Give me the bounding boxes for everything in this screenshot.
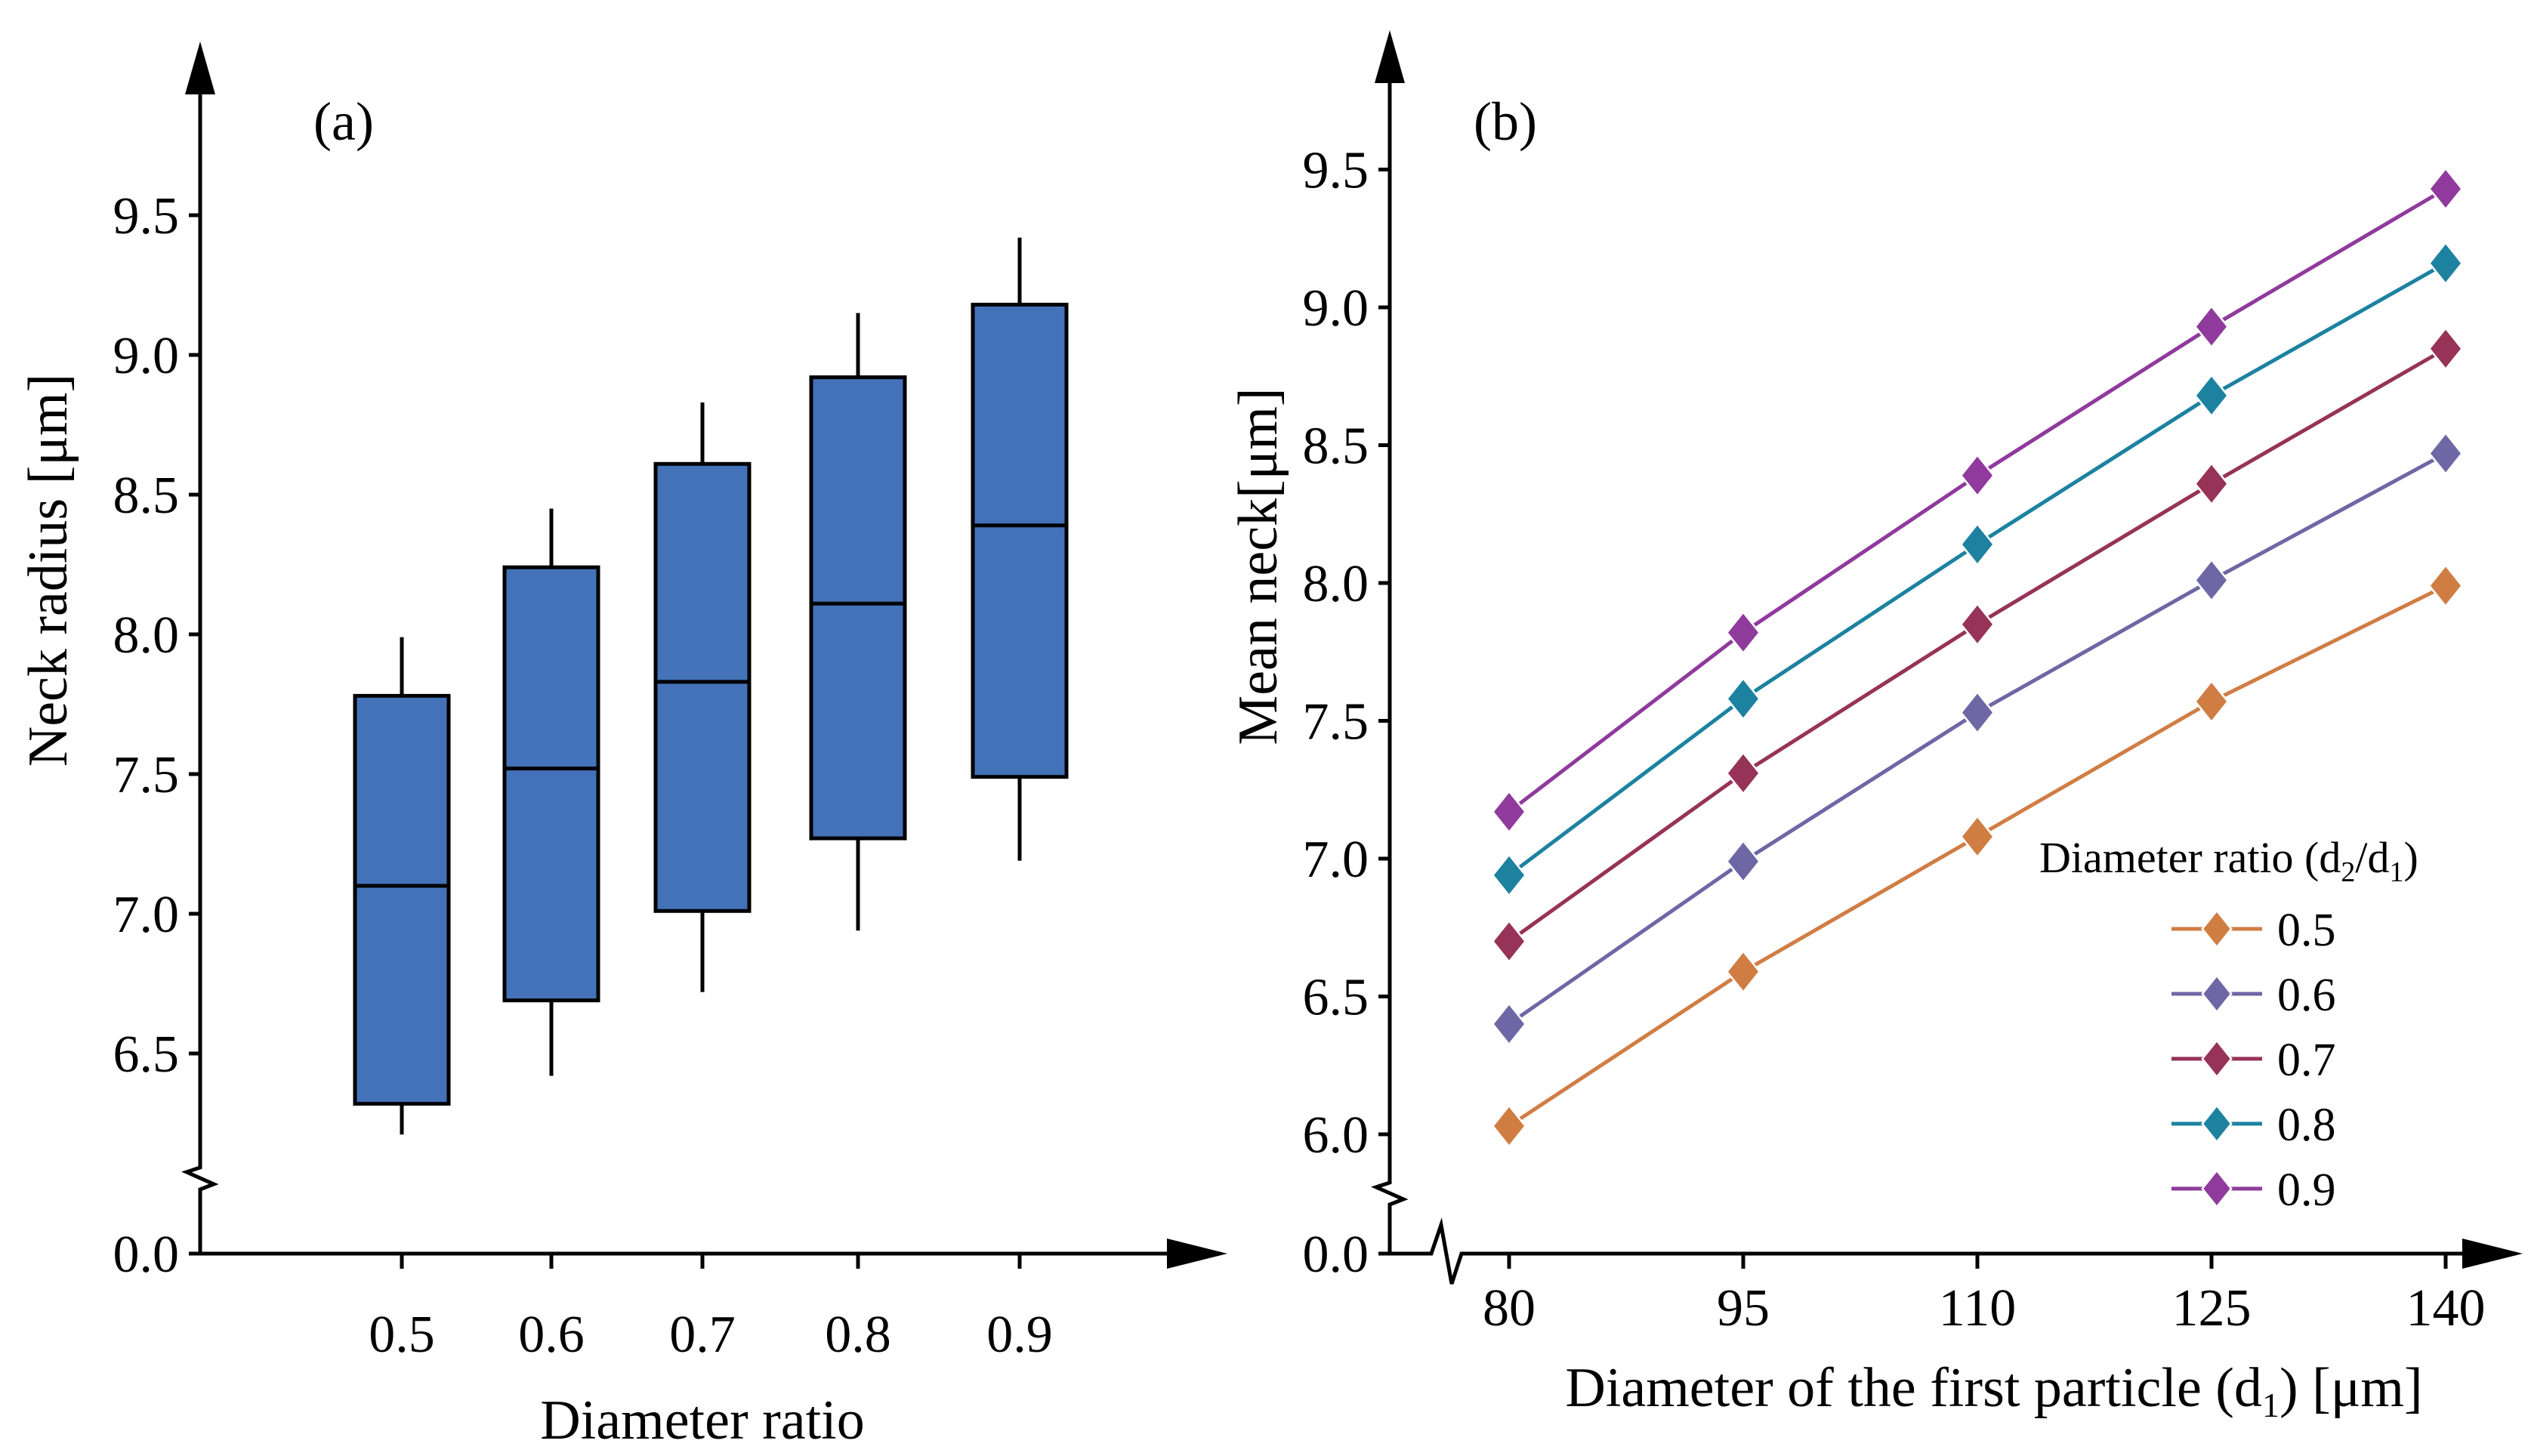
data-point-0.5 [1959,814,1995,859]
data-point-0.8 [1725,677,1761,721]
legend-marker-0.8 [2201,1103,2233,1144]
data-point-0.5 [1491,1104,1527,1149]
x-tick-label: 80 [1483,1279,1536,1337]
x-tick-label: 0.7 [669,1306,736,1364]
data-point-0.8 [1959,522,1995,566]
legend-title-sub: 1 [2390,856,2404,888]
legend-marker-0.9 [2201,1168,2233,1209]
data-point-0.9 [1959,453,1995,498]
data-point-0.9 [1491,789,1527,834]
panel-a: 6.5 7.0 7.5 8.0 8.5 9.0 9.5 0.0 0.5 0.6 0.7 0.8 0.9 (… [17,42,1227,1451]
y-origin-label: 0.0 [1303,1226,1369,1284]
y-axis-line [1371,76,1409,1254]
x-tick-label: 0.6 [518,1306,585,1364]
data-point-0.8 [1491,853,1527,897]
y-axis-arrow [1375,30,1405,83]
x-axis-title-main: Diameter of the first particle (d [1565,1357,2262,1419]
y-tick-label: 8.5 [113,467,180,525]
data-point-0.6 [1491,1001,1527,1047]
series-line-0.8 [1508,261,2447,877]
x-axis-title: Diameter ratio [540,1390,864,1451]
y-axis-line [181,87,219,1254]
legend-title-tail: ) [2404,833,2418,882]
legend-marker-0.5 [2201,908,2233,949]
y-origin-label: 0.0 [113,1226,180,1284]
panel-b: 6.0 6.5 7.0 7.5 8.0 8.5 9.0 9.5 0.0 80 95 110 125 140… [1227,30,2523,1424]
data-point-0.7 [1959,602,1995,646]
legend-marker-0.6 [2201,973,2233,1014]
data-point-0.8 [2193,373,2230,418]
data-point-0.9 [1725,610,1761,655]
data-point-0.9 [2428,167,2464,211]
legend-title: Diameter ratio (d2/d1) [2039,833,2418,888]
y-tick-label: 7.5 [113,746,180,804]
y-axis-title: Neck radius [μm] [17,374,79,767]
y-tick-label: 8.0 [113,606,180,665]
y-tick-label: 9.5 [1303,142,1369,200]
legend-label: 0.5 [2277,905,2336,956]
x-axis-arrow [1167,1239,1227,1269]
x-axis-title: Diameter of the first particle (d1) [μm] [1565,1357,2422,1424]
y-tick-label: 6.0 [1303,1106,1369,1164]
y-tick-label: 9.0 [1303,279,1369,338]
legend-label: 0.7 [2277,1035,2336,1086]
data-point-0.8 [2428,241,2464,285]
y-axis-arrow [185,42,215,94]
data-point-0.5 [2428,563,2464,608]
x-axis-title-tail: ) [μm] [2279,1357,2423,1419]
x-axis-line [1390,1217,2470,1285]
legend-title-sub: 2 [2341,856,2355,888]
x-axis-arrow [2462,1239,2523,1269]
data-point-0.7 [2193,461,2230,506]
legend-label: 0.8 [2277,1100,2336,1151]
y-tick-label: 7.0 [113,886,180,944]
y-tick-label: 8.5 [1303,418,1369,476]
y-tick-label: 7.0 [1303,831,1369,889]
y-tick-label: 9.5 [113,187,180,245]
y-tick-label: 6.5 [113,1026,180,1084]
x-tick-label: 95 [1717,1279,1770,1337]
box-body [353,693,451,1106]
y-tick-label: 8.0 [1303,555,1369,613]
data-point-0.7 [2428,326,2464,371]
x-tick-label: 0.9 [986,1306,1053,1364]
data-point-0.7 [1491,919,1527,964]
x-tick-label: 110 [1939,1279,2016,1337]
y-tick-label: 7.5 [1303,693,1369,751]
panel-label-b: (b) [1474,91,1537,152]
legend-title-mid: /d [2355,833,2389,882]
x-axis-title-sub: 1 [2262,1386,2279,1424]
y-axis-title: Mean neck[μm] [1227,387,1289,745]
legend-marker-0.7 [2201,1038,2233,1079]
legend-label: 0.6 [2277,970,2336,1021]
data-point-0.6 [1959,690,1995,735]
data-point-0.7 [1725,751,1761,795]
y-tick-label: 9.0 [113,327,180,385]
x-tick-label: 0.8 [825,1306,891,1364]
data-point-0.5 [1725,949,1761,994]
x-tick-label: 125 [2172,1279,2252,1337]
panel-label-a: (a) [313,91,374,152]
x-tick-label: 140 [2406,1279,2486,1337]
legend-title-main: Diameter ratio (d [2039,833,2341,882]
x-tick-label: 0.5 [369,1306,435,1364]
legend-label: 0.9 [2277,1164,2336,1216]
data-point-0.6 [2428,431,2464,476]
data-point-0.5 [2193,679,2230,723]
box-body [971,302,1069,779]
box-body [809,375,907,841]
data-point-0.6 [2193,558,2230,603]
data-point-0.6 [1725,839,1761,884]
data-point-0.9 [2193,304,2230,349]
box-body [502,565,600,1003]
y-tick-label: 6.5 [1303,969,1369,1027]
box-body [653,461,752,913]
